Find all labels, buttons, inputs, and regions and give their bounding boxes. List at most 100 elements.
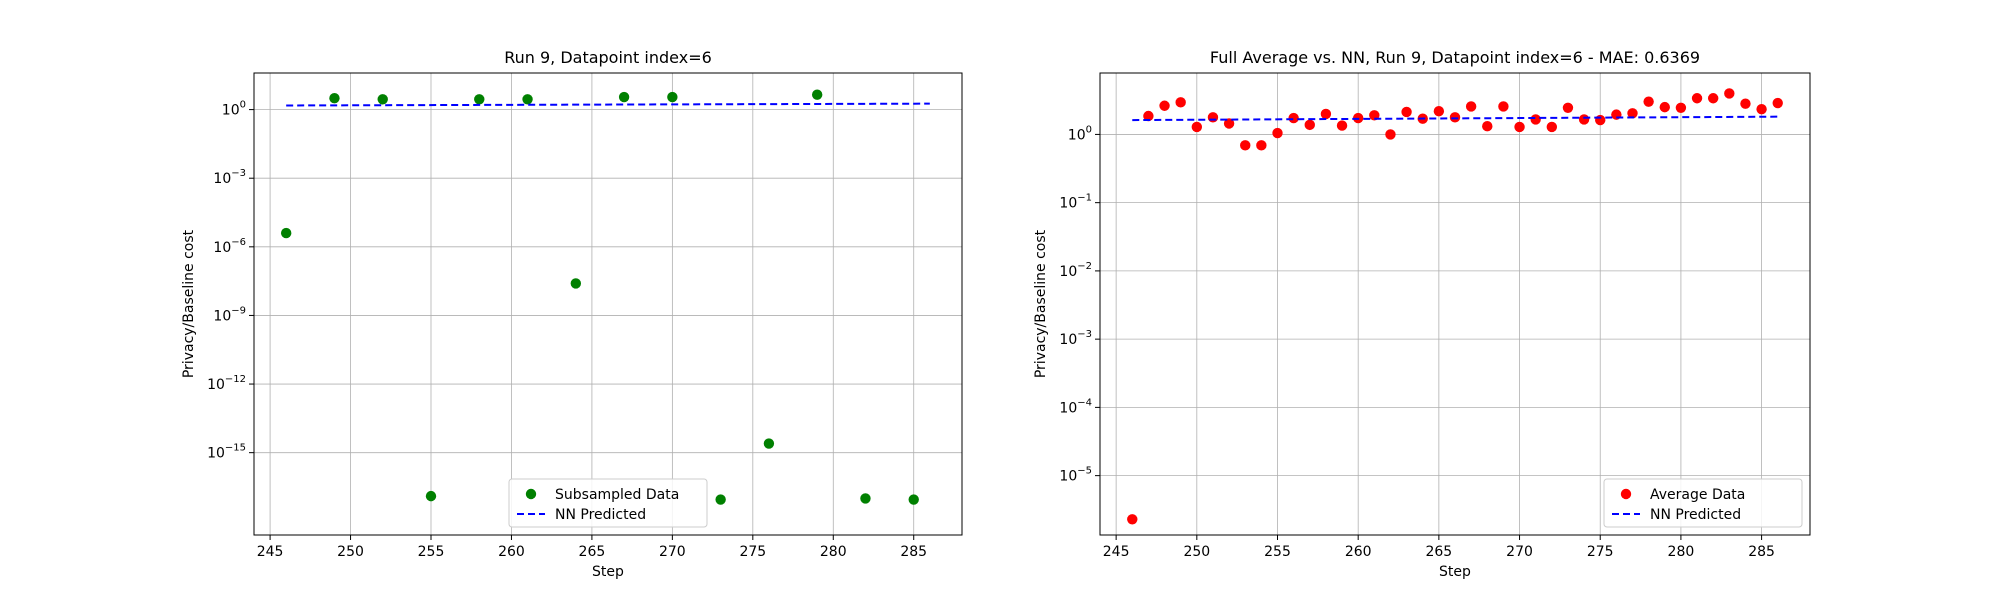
plot-area-frame — [253, 72, 963, 536]
series-layer — [280, 89, 930, 505]
data-point — [715, 494, 726, 505]
legend-marker-swatch — [525, 488, 537, 500]
tick-label: 265 — [1425, 544, 1452, 560]
tick-label: 250 — [1183, 544, 1210, 560]
data-point — [1740, 98, 1751, 109]
data-point — [1191, 121, 1203, 133]
nn-predicted-line — [286, 102, 930, 107]
data-point — [1659, 101, 1670, 113]
x-axis-label: Step — [592, 564, 624, 580]
data-point — [1449, 112, 1461, 123]
data-point — [763, 438, 775, 449]
legend-label: NN Predicted — [555, 507, 646, 523]
data-point — [1482, 121, 1493, 132]
data-point — [1272, 127, 1283, 139]
data-point — [522, 94, 533, 105]
grid-lines — [1100, 73, 1810, 535]
tick-label-exponent: −6 — [231, 237, 246, 248]
data-point — [1223, 118, 1235, 129]
data-point — [1707, 93, 1719, 104]
tick-label: 280 — [1668, 544, 1695, 560]
tick-label: 270 — [1506, 544, 1533, 560]
tick-label: 270 — [659, 544, 686, 560]
series-layer — [1127, 88, 1783, 525]
tick-label: 245 — [1103, 544, 1130, 560]
data-point — [1756, 103, 1767, 115]
data-point — [1530, 114, 1541, 125]
data-point — [1643, 96, 1654, 107]
data-point — [1207, 112, 1219, 123]
tick-label-exponent: −15 — [225, 443, 246, 454]
tick-label: 265 — [579, 544, 606, 560]
data-point — [280, 227, 292, 239]
legend-marker-swatch — [1620, 488, 1632, 500]
data-point — [1675, 102, 1687, 114]
data-point — [1143, 110, 1154, 122]
tick-label-exponent: 0 — [240, 100, 246, 111]
chart-title: Run 9, Datapoint index=6 — [504, 48, 712, 67]
data-point — [1562, 102, 1574, 114]
data-point — [1546, 121, 1558, 133]
tick-label: 255 — [418, 544, 445, 560]
grid-lines — [254, 73, 962, 535]
tick-label: 280 — [820, 544, 847, 560]
tick-label-exponent: −12 — [225, 374, 246, 385]
data-point — [811, 89, 823, 100]
data-point — [1627, 108, 1638, 119]
data-point — [377, 94, 388, 105]
data-point — [618, 91, 630, 103]
tick-label-exponent: −9 — [231, 305, 246, 316]
legend-label: Average Data — [1650, 487, 1745, 503]
data-point — [474, 94, 485, 105]
legend: Subsampled Data NN Predicted — [508, 478, 708, 528]
tick-label: 275 — [739, 544, 766, 560]
data-point — [1691, 93, 1703, 104]
chart-right: Full Average vs. NN, Run 9, Datapoint in… — [1033, 48, 1811, 580]
tick-label: 260 — [1345, 544, 1372, 560]
tick-label: 255 — [1264, 544, 1291, 560]
tick-label-exponent: −2 — [1077, 261, 1092, 272]
data-point — [1288, 112, 1299, 124]
data-point — [1595, 114, 1606, 126]
data-point — [1320, 108, 1332, 120]
data-point — [667, 91, 678, 103]
data-point — [1175, 97, 1186, 108]
data-point — [425, 490, 437, 502]
tick-label-exponent: −3 — [1077, 329, 1092, 340]
data-point — [1159, 100, 1170, 111]
tick-label-exponent: −3 — [231, 168, 246, 179]
data-point — [1127, 514, 1138, 525]
data-point — [1433, 106, 1445, 117]
data-point — [1514, 121, 1525, 133]
chart-title: Full Average vs. NN, Run 9, Datapoint in… — [1210, 48, 1700, 67]
legend: Average Data NN Predicted — [1603, 478, 1803, 528]
x-axis-label: Step — [1439, 564, 1471, 580]
data-point — [1256, 140, 1267, 151]
legend-box — [508, 478, 708, 528]
tick-label: 285 — [900, 544, 927, 560]
chart-left: Run 9, Datapoint index=6 245 250 255 260 265… — [181, 48, 963, 580]
nn-predicted-line — [1132, 115, 1778, 122]
data-point — [1336, 120, 1348, 131]
y-axis-label: Privacy/Baseline cost — [1033, 229, 1049, 378]
data-point — [1498, 101, 1509, 112]
data-point — [1465, 101, 1477, 112]
data-point — [1385, 129, 1396, 140]
data-point — [1578, 114, 1590, 125]
data-point — [570, 278, 582, 289]
tick-label-exponent: 0 — [1086, 124, 1092, 135]
tick-label: 250 — [337, 544, 364, 560]
tick-label: 245 — [257, 544, 284, 560]
data-point — [1401, 106, 1412, 118]
data-point — [1772, 97, 1783, 109]
data-point — [1240, 140, 1251, 151]
tick-label-exponent: −5 — [1077, 466, 1092, 477]
data-point — [908, 494, 919, 505]
y-axis-label: Privacy/Baseline cost — [181, 229, 197, 378]
legend-label: NN Predicted — [1650, 507, 1741, 523]
tick-label: 285 — [1748, 544, 1775, 560]
data-point — [860, 493, 871, 504]
tick-label-exponent: −1 — [1077, 193, 1092, 204]
plot-area-frame — [1099, 72, 1811, 536]
